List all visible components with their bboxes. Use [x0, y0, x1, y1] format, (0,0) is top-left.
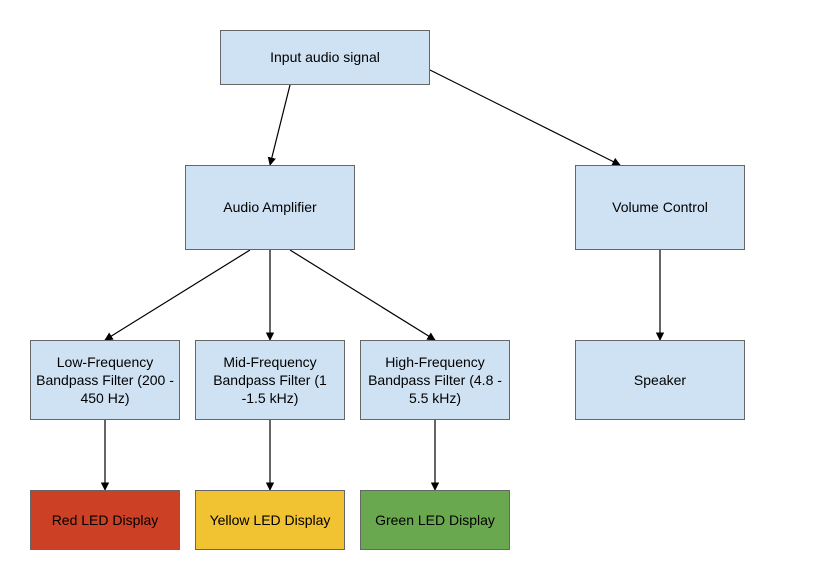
- node-input-label: Input audio signal: [270, 48, 380, 66]
- edge-input-vol: [430, 70, 620, 165]
- node-high-label: High-Frequency Bandpass Filter (4.8 - 5.…: [365, 353, 505, 408]
- node-low: Low-Frequency Bandpass Filter (200 - 450…: [30, 340, 180, 420]
- edge-amp-low: [105, 250, 250, 340]
- node-mid: Mid-Frequency Bandpass Filter (1 -1.5 kH…: [195, 340, 345, 420]
- node-amp-label: Audio Amplifier: [223, 198, 316, 216]
- node-yellow-label: Yellow LED Display: [210, 511, 331, 529]
- node-red-label: Red LED Display: [52, 511, 159, 529]
- node-red: Red LED Display: [30, 490, 180, 550]
- node-green-label: Green LED Display: [375, 511, 495, 529]
- node-high: High-Frequency Bandpass Filter (4.8 - 5.…: [360, 340, 510, 420]
- node-input: Input audio signal: [220, 30, 430, 85]
- node-green: Green LED Display: [360, 490, 510, 550]
- node-low-label: Low-Frequency Bandpass Filter (200 - 450…: [35, 353, 175, 408]
- node-mid-label: Mid-Frequency Bandpass Filter (1 -1.5 kH…: [200, 353, 340, 408]
- node-speaker-label: Speaker: [634, 371, 686, 389]
- node-vol: Volume Control: [575, 165, 745, 250]
- node-yellow: Yellow LED Display: [195, 490, 345, 550]
- node-speaker: Speaker: [575, 340, 745, 420]
- edge-amp-high: [290, 250, 435, 340]
- node-amp: Audio Amplifier: [185, 165, 355, 250]
- edge-input-amp: [270, 85, 290, 165]
- node-vol-label: Volume Control: [612, 198, 708, 216]
